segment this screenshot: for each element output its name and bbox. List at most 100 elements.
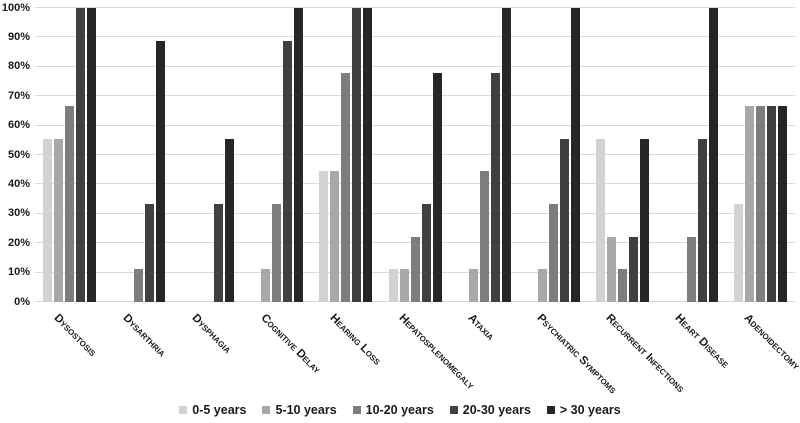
bar [330, 171, 340, 302]
legend-label: 20-30 years [462, 403, 531, 417]
bar [708, 8, 718, 302]
bar [595, 138, 605, 302]
bar [363, 8, 373, 302]
x-category-label: Dysphagia [189, 312, 234, 356]
gridline-80 [35, 65, 795, 67]
y-tick-label: 0% [14, 295, 30, 308]
bar [410, 236, 420, 302]
legend-item: > 30 years [546, 403, 621, 417]
y-tick-label: 50% [7, 148, 30, 161]
gridline-90 [35, 36, 795, 38]
legend-swatch-icon [546, 406, 555, 414]
bar [501, 8, 511, 302]
x-category-label: Dysarthria [120, 312, 168, 360]
bar [352, 8, 362, 302]
bar [65, 105, 75, 302]
x-category-label: Heart Disease [672, 312, 732, 371]
gridline-60 [35, 124, 795, 126]
bar [479, 171, 489, 302]
bar [283, 40, 293, 302]
legend-item: 0-5 years [179, 403, 246, 417]
bar [134, 269, 144, 302]
legend-label: 10-20 years [365, 403, 434, 417]
bar [639, 138, 649, 302]
bar [261, 269, 271, 302]
x-category-label: Ataxia [465, 312, 497, 343]
bar [570, 8, 580, 302]
x-category-label: Dysostosis [51, 312, 99, 359]
legend-swatch-icon [262, 406, 271, 414]
legend-label: 0-5 years [192, 403, 247, 417]
bar [755, 105, 765, 302]
gridline-30 [35, 212, 795, 214]
legend: 0-5 years 5-10 years 10-20 years 20-30 year… [0, 400, 800, 420]
bar [225, 138, 235, 302]
gridline-70 [35, 95, 795, 97]
bar [421, 204, 431, 302]
bar [214, 204, 224, 302]
bar [744, 105, 754, 302]
y-tick-label: 40% [7, 177, 30, 190]
bar [766, 105, 776, 302]
legend-item: 5-10 years [262, 403, 337, 417]
bar-group [726, 8, 795, 302]
y-tick-label: 10% [7, 266, 30, 279]
bar [628, 236, 638, 302]
legend-swatch-icon [352, 406, 361, 414]
bar [54, 138, 64, 302]
bar-group [311, 8, 380, 302]
plot-area [35, 7, 795, 302]
bar [548, 204, 558, 302]
y-tick-label: 60% [7, 119, 30, 132]
x-category-label: Psychiatric Symptoms [534, 312, 619, 397]
bar [76, 8, 86, 302]
y-tick-label: 80% [7, 60, 30, 73]
gridline-50 [35, 154, 795, 155]
x-category-label: Recurrent Infections [603, 312, 687, 395]
bar-group [104, 8, 173, 302]
legend-swatch-icon [449, 406, 458, 414]
bar [156, 40, 166, 302]
bar [145, 204, 155, 302]
bar [294, 8, 304, 302]
bar [559, 138, 569, 302]
bar-group [35, 8, 104, 302]
bar [432, 73, 442, 302]
x-category-label: Cognitive Delay [258, 312, 323, 377]
x-category-label: Adenoidectomy [741, 312, 800, 373]
bar [697, 138, 707, 302]
bar [617, 269, 627, 302]
legend-label: 5-10 years [275, 403, 337, 417]
y-tick-label: 20% [7, 236, 30, 249]
bar [686, 236, 696, 302]
bar [319, 171, 329, 302]
bar-group [242, 8, 311, 302]
bar [537, 269, 547, 302]
gridline-40 [35, 183, 795, 185]
bar-group [657, 8, 726, 302]
bar [399, 269, 409, 302]
x-category-label: Hearing Loss [327, 312, 383, 368]
x-category-label: Hepatosplenomegaly [396, 312, 477, 392]
bar [777, 105, 787, 302]
y-tick-label: 70% [7, 89, 30, 102]
bar [272, 204, 282, 302]
bar [43, 138, 53, 302]
legend-item: 20-30 years [449, 403, 531, 417]
y-tick-label: 90% [7, 30, 30, 43]
bar-group [173, 8, 242, 302]
bar [468, 269, 478, 302]
legend-item: 10-20 years [352, 403, 434, 417]
bar [341, 73, 351, 302]
gridline-100 [35, 7, 795, 8]
legend-label: > 30 years [559, 403, 621, 417]
bar [388, 269, 398, 302]
legend-swatch-icon [179, 406, 188, 414]
bar-group [588, 8, 657, 302]
y-tick-label: 100% [1, 1, 30, 14]
bar-groups [35, 8, 795, 302]
bar [87, 8, 97, 302]
bar-group [450, 8, 519, 302]
bar-group [519, 8, 588, 302]
